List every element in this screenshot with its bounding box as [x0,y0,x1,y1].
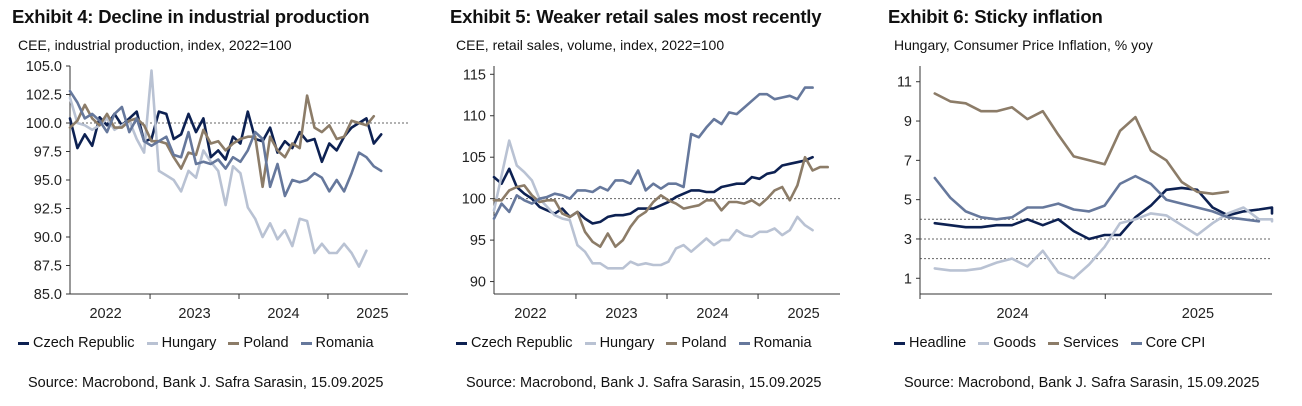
exhibit-5-panel: Exhibit 5: Weaker retail sales most rece… [438,0,874,406]
legend-item-poland: Poland [228,335,289,351]
legend-label: Czech Republic [471,335,573,351]
legend-item-hungary: Hungary [146,335,217,351]
legend-label: Services [1062,335,1119,351]
y-tick-label: 7 [904,153,912,169]
chart-legend: Czech Republic Hungary Poland Romania [456,335,812,351]
chart-source: Source: Macrobond, Bank J. Safra Sarasin… [28,375,384,391]
legend-item-czech-republic: Czech Republic [18,335,135,351]
chart-title: Exhibit 6: Sticky inflation [888,6,1103,27]
y-tick-label: 92.5 [34,202,62,218]
chart-legend: Czech Republic Hungary Poland Romania [18,335,374,351]
legend-item-headline: Headline [894,335,966,351]
exhibit-5-chart: 115 110 105 100 95 90 2022 2023 2024 2025 [462,66,840,322]
series-line-hungary [68,69,368,268]
legend-swatch [894,341,905,345]
x-tick-label: 2024 [696,306,728,322]
legend-swatch [584,341,596,345]
y-tick-label: 95 [470,233,486,249]
chart-legend: Headline Goods Services Core CPI [894,335,1205,351]
legend-swatch [228,341,240,345]
legend-label: Hungary [599,335,655,351]
series-line-goods [933,206,1274,280]
legend-label: Headline [909,335,967,351]
exhibit-6-panel: Exhibit 6: Sticky inflation Hungary, Con… [876,0,1302,406]
chart-subtitle: CEE, industrial production, index, 2022=… [18,37,292,53]
y-tick-label: 102.5 [26,88,62,104]
legend-item-romania: Romania [738,335,812,351]
series-line-hungary [492,139,814,270]
y-tick-label: 5 [904,193,912,209]
y-tick-label: 90 [470,275,486,291]
legend-item-core-cpi: Core CPI [1130,335,1206,351]
y-tick-label: 85.0 [34,287,62,303]
chart-title: Exhibit 4: Decline in industrial product… [12,6,370,27]
x-tick-label: 2022 [89,306,121,322]
exhibit-4-panel: Exhibit 4: Decline in industrial product… [0,0,436,406]
y-tick-label: 100.0 [26,116,62,132]
chart-source: Source: Macrobond, Bank J. Safra Sarasin… [466,375,822,391]
y-tick-label: 97.5 [34,145,62,161]
chart-subtitle: CEE, retail sales, volume, index, 2022=1… [456,37,725,53]
series-line-poland [492,155,830,248]
legend-item-czech-republic: Czech Republic [456,335,573,351]
legend-swatch [1047,341,1059,345]
legend-label: Hungary [161,335,217,351]
legend-label: Romania [315,335,374,351]
y-tick-label: 3 [904,232,912,248]
legend-swatch [146,341,158,345]
legend-item-hungary: Hungary [584,335,655,351]
y-tick-label: 100 [462,192,486,208]
series-line-romania [492,86,814,220]
x-tick-label: 2025 [1182,306,1214,322]
x-tick-label: 2025 [787,306,819,322]
x-tick-label: 2022 [514,306,546,322]
series-line-services [933,92,1230,196]
y-tick-label: 11 [897,75,912,91]
legend-swatch [456,341,467,345]
legend-swatch [300,341,312,345]
legend-swatch [666,341,678,345]
legend-item-goods: Goods [978,335,1036,351]
series-line-czech-republic [492,155,814,225]
y-tick-label: 105 [462,150,486,166]
legend-label: Czech Republic [33,335,135,351]
chart-subtitle: Hungary, Consumer Price Inflation, % yoy [894,37,1153,53]
legend-label: Core CPI [1145,335,1206,351]
exhibit-6-chart: 11 9 7 5 3 1 2024 2025 [897,66,1274,322]
x-tick-label: 2023 [178,306,210,322]
x-tick-label: 2025 [356,306,388,322]
x-tick-label: 2024 [996,306,1028,322]
legend-label: Poland [681,335,727,351]
legend-label: Goods [993,335,1036,351]
legend-item-services: Services [1047,335,1119,351]
y-tick-label: 105.0 [26,59,62,75]
x-tick-label: 2023 [605,306,637,322]
y-tick-label: 9 [904,114,912,130]
y-tick-label: 95.0 [34,173,62,189]
exhibit-4-chart: 105.0 102.5 100.0 97.5 95.0 92.5 90.0 87.5 85.0 2… [26,59,408,322]
legend-item-romania: Romania [300,335,374,351]
legend-swatch [738,341,750,345]
legend-swatch [1130,341,1142,345]
series-line-poland [68,94,376,189]
y-tick-label: 1 [904,271,912,287]
series-line-romania [68,89,383,198]
legend-item-poland: Poland [666,335,727,351]
legend-swatch [18,341,29,345]
y-tick-label: 90.0 [34,230,62,246]
y-tick-label: 87.5 [34,259,62,275]
y-tick-label: 115 [463,67,486,83]
legend-label: Romania [753,335,812,351]
series-line-core-cpi [933,174,1261,223]
chart-source: Source: Macrobond, Bank J. Safra Sarasin… [904,375,1260,391]
legend-label: Poland [243,335,289,351]
y-tick-label: 110 [463,109,486,125]
legend-swatch [978,341,990,345]
x-tick-label: 2024 [267,306,299,322]
chart-title: Exhibit 5: Weaker retail sales most rece… [450,6,822,27]
